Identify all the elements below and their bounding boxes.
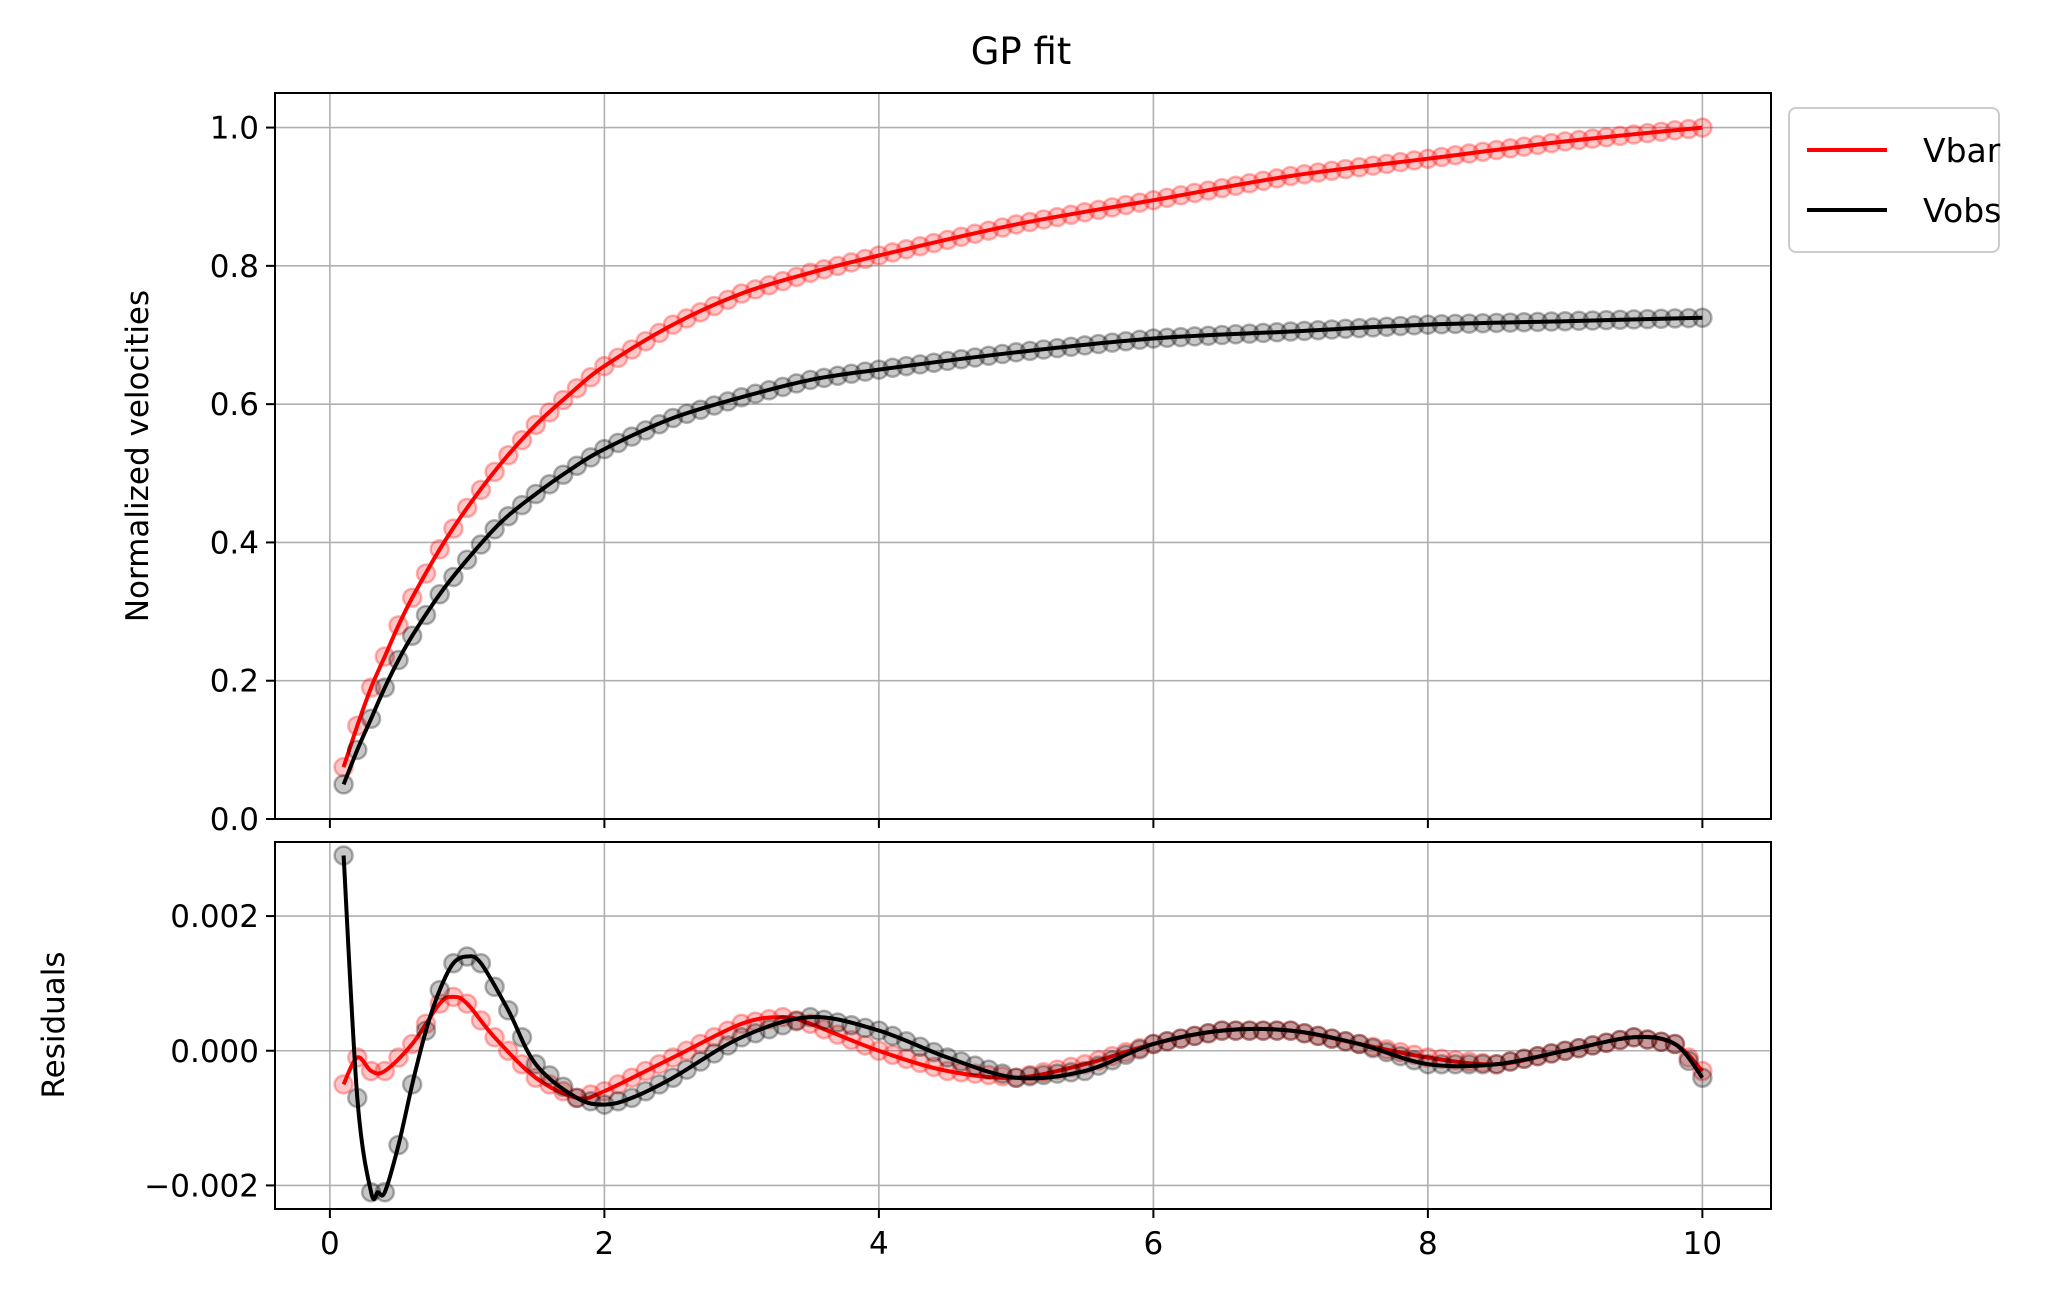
- legend-label-vobs: Vobs: [1923, 191, 2001, 230]
- velocities-y-tick-label: 0.0: [210, 802, 259, 838]
- velocities-y-axis-label: Normalized velocities: [120, 290, 156, 622]
- velocities-ticks: 0.0 0.2 0.4 0.6 0.8 1.0: [210, 111, 1704, 838]
- velocities-vbar-markers: [333, 117, 1713, 778]
- residuals-grid: [275, 842, 1771, 1209]
- legend: Vbar Vobs: [1788, 107, 2001, 253]
- residuals-ticks: 0 2 4 6 8 10 −0.002 0.000 0.002: [144, 899, 1722, 1262]
- x-tick-label: 2: [595, 1226, 615, 1262]
- velocities-y-tick-label: 0.8: [210, 249, 259, 285]
- velocities-y-tick-label: 1.0: [210, 111, 259, 147]
- residuals-y-tick-label: 0.002: [170, 899, 259, 935]
- residuals-panel: 0 2 4 6 8 10 −0.002 0.000 0.002 Residuals: [36, 841, 1772, 1262]
- chart-title: GP fit: [971, 30, 1072, 73]
- x-tick-label: 6: [1144, 1226, 1164, 1262]
- x-tick-label: 4: [869, 1226, 889, 1262]
- residuals-vbar-line: [341, 994, 1704, 1101]
- residuals-vobs-line: [341, 855, 1705, 1202]
- legend-box: [1788, 107, 2000, 253]
- velocities-vbar-line: [341, 125, 1703, 768]
- residuals-series: [333, 845, 1713, 1203]
- residuals-y-axis-label: Residuals: [36, 951, 72, 1098]
- residuals-vobs-markers: [333, 845, 1713, 1203]
- velocities-y-tick-label: 0.6: [210, 387, 259, 423]
- velocities-panel: 0.0 0.2 0.4 0.6 0.8 1.0 Normalized velocities: [120, 92, 1772, 838]
- velocities-vobs-markers: [333, 307, 1713, 795]
- x-tick-label: 0: [320, 1226, 340, 1262]
- x-tick-label: 8: [1418, 1226, 1438, 1262]
- residuals-y-tick-label: 0.000: [170, 1034, 259, 1070]
- velocities-vobs-line: [341, 315, 1703, 786]
- velocities-y-tick-label: 0.2: [210, 664, 259, 700]
- legend-label-vbar: Vbar: [1923, 131, 2001, 170]
- residuals-vbar-markers: [333, 986, 1713, 1109]
- residuals-y-tick-label: −0.002: [144, 1168, 259, 1204]
- velocities-axes-frame: [274, 92, 1772, 820]
- residuals-axes-frame: [274, 841, 1772, 1210]
- velocities-y-tick-label: 0.4: [210, 525, 259, 561]
- x-tick-label: 10: [1683, 1226, 1722, 1262]
- velocities-series: [333, 117, 1713, 795]
